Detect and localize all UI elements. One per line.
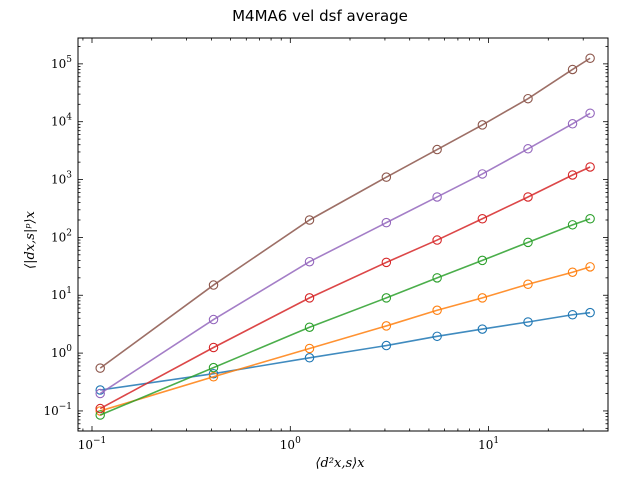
- plot-content: [95, 53, 595, 420]
- data-point: [585, 108, 595, 119]
- data-point: [585, 53, 595, 64]
- data-point: [381, 340, 392, 351]
- data-point: [585, 162, 595, 172]
- tick-label: 105: [51, 55, 72, 71]
- y-axis-label: ⟨|dx,s|ᵖ⟩x: [23, 210, 38, 269]
- data-point: [432, 273, 442, 283]
- data-point: [477, 120, 488, 130]
- tick-label: 103: [51, 171, 72, 187]
- series-line: [99, 112, 591, 395]
- tick-label: 101: [51, 286, 72, 302]
- series-1: [95, 307, 595, 395]
- data-point: [567, 310, 578, 320]
- data-point: [95, 406, 105, 416]
- data-point: [381, 321, 392, 331]
- series-2: [95, 262, 595, 416]
- tick-label: 104: [51, 113, 72, 129]
- tick-label: 102: [51, 228, 72, 244]
- data-point: [585, 214, 595, 224]
- series-3: [95, 214, 595, 420]
- data-point: [585, 262, 595, 272]
- data-point: [304, 322, 315, 332]
- data-point: [523, 279, 533, 289]
- data-point: [432, 235, 442, 245]
- data-point: [381, 293, 392, 303]
- series-6: [95, 53, 595, 373]
- data-point: [208, 342, 219, 353]
- data-point: [304, 256, 315, 267]
- data-point: [432, 331, 442, 342]
- series-line: [100, 311, 591, 391]
- data-point: [304, 343, 315, 354]
- series-line: [99, 166, 591, 410]
- data-point: [567, 64, 578, 75]
- series-line: [99, 218, 591, 416]
- data-point: [95, 363, 105, 373]
- data-point: [523, 317, 533, 327]
- data-point: [381, 257, 392, 268]
- data-point: [381, 217, 392, 228]
- plot-frame: [77, 37, 609, 432]
- data-point: [304, 293, 315, 303]
- data-point: [523, 144, 533, 154]
- tick-label: 100: [51, 344, 72, 360]
- data-point: [381, 172, 392, 182]
- series-line: [99, 57, 591, 369]
- data-point: [477, 324, 488, 334]
- y-axis: 10−1 100 101 102 103 104 105: [43, 46, 608, 429]
- series-line: [99, 266, 591, 412]
- data-point: [208, 280, 219, 290]
- tick-label: 101: [478, 436, 499, 452]
- data-point: [567, 267, 578, 277]
- data-point: [95, 388, 105, 399]
- data-point: [208, 314, 219, 325]
- data-point: [432, 192, 442, 202]
- tick-label: 10−1: [43, 402, 72, 418]
- data-point: [477, 293, 488, 303]
- data-point: [432, 144, 442, 155]
- data-point: [477, 255, 488, 266]
- data-point: [432, 305, 442, 316]
- tick-label: 100: [280, 436, 301, 452]
- data-point: [95, 403, 105, 414]
- data-point: [523, 93, 533, 104]
- data-point: [208, 368, 219, 379]
- tick-label: 10−1: [78, 436, 107, 452]
- data-point: [585, 307, 595, 318]
- data-point: [304, 353, 315, 363]
- series-5: [95, 108, 595, 399]
- data-point: [477, 169, 488, 179]
- series-4: [95, 162, 595, 414]
- data-point: [523, 192, 533, 202]
- data-point: [567, 220, 578, 230]
- data-point: [304, 215, 315, 225]
- data-point: [208, 371, 219, 382]
- data-point: [95, 410, 105, 420]
- data-point: [477, 214, 488, 224]
- chart-title: M4MA6 vel dsf average: [232, 7, 408, 25]
- data-point: [208, 362, 219, 373]
- x-axis-label: ⟨d²x,s⟩x: [315, 456, 365, 471]
- data-point: [567, 170, 578, 180]
- data-point: [567, 119, 578, 129]
- x-axis: 10−1 100 101: [78, 38, 609, 452]
- data-point: [523, 237, 533, 248]
